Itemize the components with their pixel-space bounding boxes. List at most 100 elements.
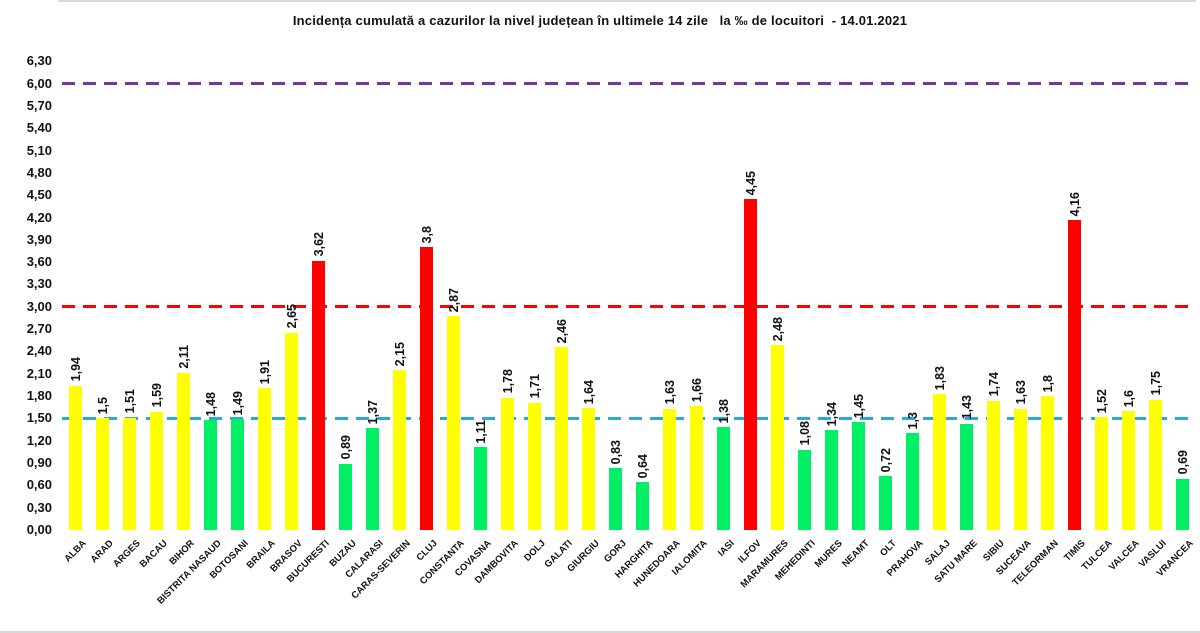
- bar-vaslui: 1,75: [1149, 371, 1163, 530]
- bar-hunedoara: 1,63: [663, 380, 677, 530]
- bar-value-label-timis: 4,16: [1067, 192, 1082, 217]
- threshold-line-limit-6-00: [62, 82, 1196, 86]
- bar-value-label-vaslui: 1,75: [1148, 371, 1163, 396]
- bar-value-label-ialomita: 1,66: [689, 378, 704, 403]
- bar-value-label-dolj: 1,71: [527, 374, 542, 399]
- y-tick-label-3-00: 3,00: [26, 298, 52, 314]
- bar-value-label-galati: 2,46: [554, 318, 569, 343]
- y-tick-label-3-90: 3,90: [26, 231, 52, 247]
- bar-value-label-arad: 1,5: [95, 397, 110, 415]
- bar-calarasi: 1,37: [366, 400, 380, 530]
- bar-value-label-suceava: 1,63: [1013, 380, 1028, 405]
- bar-value-label-harghita: 0,64: [635, 454, 650, 479]
- bar-valcea: 1,6: [1122, 390, 1136, 530]
- bar-value-label-bucuresti: 3,62: [311, 232, 326, 257]
- y-tick-label-5-40: 5,40: [26, 120, 52, 136]
- bar-value-label-alba: 1,94: [68, 357, 83, 382]
- bar-value-label-mures: 1,34: [824, 401, 839, 427]
- bar-satu-mare: 1,43: [960, 395, 974, 530]
- y-tick-label-4-50: 4,50: [26, 187, 52, 203]
- bar-value-label-neamt: 1,45: [851, 393, 866, 419]
- bar-value-label-ilfov: 4,45: [743, 170, 758, 195]
- threshold-line-limit-3-00: [62, 305, 1196, 309]
- y-tick-label-0-30: 0,30: [26, 499, 52, 515]
- y-tick-label-4-80: 4,80: [26, 164, 52, 180]
- bar-value-label-olt: 0,72: [878, 448, 893, 473]
- bar-value-label-iasi: 1,38: [716, 398, 731, 424]
- bar-iasi: 1,38: [717, 399, 731, 530]
- bar-value-label-calarasi: 1,37: [365, 399, 380, 425]
- y-tick-label-2-70: 2,70: [26, 321, 52, 337]
- bar-bacau: 1,59: [150, 383, 164, 530]
- y-tick-label-1-20: 1,20: [26, 432, 52, 448]
- bar-value-label-salaj: 1,83: [932, 365, 947, 390]
- bar-value-label-arges: 1,51: [122, 389, 137, 414]
- bar-brasov: 2,65: [285, 304, 299, 530]
- bar-tulcea: 1,52: [1095, 389, 1109, 530]
- x-axis-line: [58, 0, 1196, 2]
- y-tick-label-6-00: 6,00: [26, 75, 52, 91]
- bar-mehedinti: 1,08: [798, 421, 812, 530]
- bar-dambovita: 1,78: [501, 369, 515, 530]
- bar-value-label-tulcea: 1,52: [1094, 388, 1109, 413]
- bar-galati: 2,46: [555, 319, 569, 530]
- bar-bistrita-nasaud: 1,48: [204, 392, 218, 530]
- bar-value-label-cluj: 3,8: [419, 225, 434, 244]
- bar-timis: 4,16: [1068, 192, 1082, 530]
- bar-botosani: 1,49: [231, 391, 245, 530]
- bar-value-label-mehedinti: 1,08: [797, 421, 812, 446]
- bar-harghita: 0,64: [636, 454, 650, 530]
- bar-value-label-sibiu: 1,74: [986, 372, 1001, 397]
- bar-value-label-bihor: 2,11: [176, 345, 191, 370]
- bar-value-label-bistrita-nasaud: 1,48: [203, 391, 218, 416]
- bar-alba: 1,94: [69, 357, 83, 530]
- y-tick-label-3-60: 3,60: [26, 254, 52, 270]
- threshold-line-limit-1-50: [62, 416, 1196, 420]
- bar-constanta: 2,87: [447, 288, 461, 530]
- bar-value-label-covasna: 1,11: [473, 419, 488, 444]
- y-tick-label-6-30: 6,30: [26, 53, 52, 69]
- y-tick-label-0-00: 0,00: [26, 522, 52, 537]
- bar-suceava: 1,63: [1014, 380, 1028, 530]
- bar-teleorman: 1,8: [1041, 375, 1055, 530]
- bar-mures: 1,34: [825, 402, 839, 530]
- bar-vrancea: 0,69: [1176, 450, 1190, 530]
- bar-value-label-braila: 1,91: [257, 359, 272, 384]
- bar-buzau: 0,89: [339, 435, 353, 530]
- bar-braila: 1,91: [258, 360, 272, 530]
- bar-value-label-caras-severin: 2,15: [392, 341, 407, 367]
- bar-value-label-satu-mare: 1,43: [959, 395, 974, 420]
- y-tick-label-5-10: 5,10: [26, 142, 52, 158]
- bar-ilfov: 4,45: [744, 171, 758, 530]
- bar-salaj: 1,83: [933, 366, 947, 530]
- bar-value-label-constanta: 2,87: [446, 288, 461, 313]
- bar-prahova: 1,3: [906, 412, 920, 530]
- y-tick-label-4-20: 4,20: [26, 209, 52, 225]
- y-tick-label-5-70: 5,70: [26, 97, 52, 113]
- bar-value-label-botosani: 1,49: [230, 390, 245, 416]
- bar-value-label-gorj: 0,83: [608, 439, 623, 465]
- bar-bucuresti: 3,62: [312, 232, 326, 530]
- y-tick-label-2-10: 2,10: [26, 365, 52, 381]
- y-tick-label-3-30: 3,30: [26, 276, 52, 292]
- bar-arges: 1,51: [123, 389, 137, 530]
- bar-value-label-vrancea: 0,69: [1175, 450, 1190, 475]
- bar-arad: 1,5: [96, 397, 110, 530]
- bar-maramures: 2,48: [771, 317, 785, 530]
- bar-value-label-valcea: 1,6: [1121, 389, 1136, 407]
- bar-cluj: 3,8: [420, 226, 434, 530]
- bar-olt: 0,72: [879, 448, 893, 530]
- bar-bihor: 2,11: [177, 345, 191, 530]
- bar-value-label-buzau: 0,89: [338, 435, 353, 460]
- bar-value-label-dambovita: 1,78: [500, 369, 515, 394]
- bar-ialomita: 1,66: [690, 378, 704, 530]
- y-tick-label-0-90: 0,90: [26, 455, 52, 471]
- bar-giurgiu: 1,64: [582, 380, 596, 530]
- bar-value-label-teleorman: 1,8: [1040, 374, 1055, 393]
- y-tick-label-0-60: 0,60: [26, 477, 52, 493]
- bar-dolj: 1,71: [528, 374, 542, 530]
- bar-value-label-hunedoara: 1,63: [662, 380, 677, 405]
- bar-value-label-brasov: 2,65: [284, 304, 299, 329]
- bar-sibiu: 1,74: [987, 372, 1001, 530]
